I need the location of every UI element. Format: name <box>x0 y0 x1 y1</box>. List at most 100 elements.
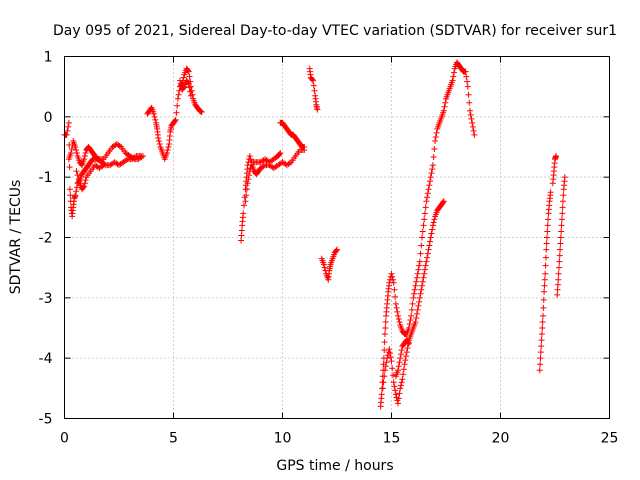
data-point <box>73 188 80 195</box>
data-point <box>539 325 546 331</box>
data-point <box>403 353 410 360</box>
data-point <box>397 355 404 362</box>
data-point <box>397 385 404 392</box>
data-point <box>540 312 547 319</box>
data-point <box>414 306 421 313</box>
data-point <box>416 294 423 301</box>
data-point <box>543 246 550 253</box>
data-point <box>405 340 412 347</box>
data-point <box>172 116 179 123</box>
data-point <box>417 290 424 297</box>
data-point <box>379 385 386 392</box>
data-point <box>398 347 405 354</box>
data-point <box>398 379 405 386</box>
data-point <box>425 186 432 193</box>
data-point <box>464 78 471 85</box>
data-point <box>81 180 88 187</box>
data-point <box>75 176 82 183</box>
data-point <box>384 355 391 362</box>
data-point <box>420 274 427 281</box>
data-point <box>286 160 293 167</box>
data-point <box>244 180 251 187</box>
data-point <box>419 234 426 241</box>
data-point <box>427 178 434 185</box>
data-point <box>442 99 449 106</box>
data-point <box>554 281 561 288</box>
data-point <box>540 296 547 303</box>
data-point <box>245 176 252 183</box>
data-point <box>412 318 419 325</box>
data-point <box>320 261 327 268</box>
data-point <box>428 230 435 237</box>
data-point <box>560 192 567 199</box>
data-point <box>422 262 429 269</box>
data-point <box>392 387 399 394</box>
data-point <box>561 174 568 181</box>
data-point <box>421 270 428 277</box>
data-point <box>243 186 250 193</box>
data-point <box>381 331 388 338</box>
data-point <box>175 91 182 98</box>
data-point <box>545 216 552 223</box>
data-point <box>276 151 283 158</box>
data-point <box>174 95 181 102</box>
data-point <box>559 198 566 205</box>
data-point <box>246 168 253 175</box>
data-point <box>180 84 187 91</box>
data-point <box>82 177 89 184</box>
data-point <box>541 276 548 283</box>
data-point <box>187 92 194 99</box>
data-point <box>116 142 123 149</box>
data-point <box>171 117 178 124</box>
data-point <box>238 237 245 244</box>
data-point <box>185 80 192 87</box>
data-point <box>421 210 428 217</box>
data-point <box>81 153 88 160</box>
data-point <box>390 279 397 286</box>
data-point <box>123 157 130 164</box>
data-point <box>555 270 562 277</box>
data-point <box>392 391 399 398</box>
tick-labels: 0 5 10 15 20 25 -5 -4 -3 -2 -1 0 1 <box>39 50 619 447</box>
data-point <box>544 234 551 241</box>
data-point <box>397 382 404 389</box>
data-point <box>470 127 477 134</box>
data-point <box>537 355 544 362</box>
data-point <box>542 270 549 277</box>
data-point <box>547 189 554 196</box>
data-point <box>188 87 195 94</box>
chart-title: Day 095 of 2021, Sidereal Day-to-day VTE… <box>53 23 617 39</box>
data-point <box>401 361 408 368</box>
data-point <box>394 308 401 315</box>
data-point <box>390 379 397 386</box>
y-tick-label: 0 <box>44 110 53 126</box>
data-point <box>449 77 456 84</box>
data-point <box>156 140 163 147</box>
data-point <box>385 349 392 356</box>
data-point <box>423 198 430 205</box>
data-point <box>559 204 566 211</box>
data-point <box>392 300 399 307</box>
data-point <box>186 73 193 80</box>
data-point <box>556 258 563 265</box>
data-point <box>541 288 548 295</box>
data-point <box>391 286 398 293</box>
data-point <box>431 216 438 223</box>
data-point <box>537 361 544 368</box>
data-point <box>165 144 172 150</box>
data-point <box>554 291 561 298</box>
data-point <box>395 395 402 402</box>
data-point <box>404 345 411 352</box>
data-point <box>408 306 415 313</box>
data-point <box>243 192 250 199</box>
data-point <box>415 266 422 273</box>
data-point <box>538 331 545 338</box>
data-point <box>73 168 80 175</box>
y-tick-label: -3 <box>39 291 53 307</box>
data-point <box>426 242 433 249</box>
data-point <box>391 383 398 390</box>
data-point <box>419 278 426 285</box>
data-point <box>413 274 420 281</box>
data-point <box>539 318 546 325</box>
